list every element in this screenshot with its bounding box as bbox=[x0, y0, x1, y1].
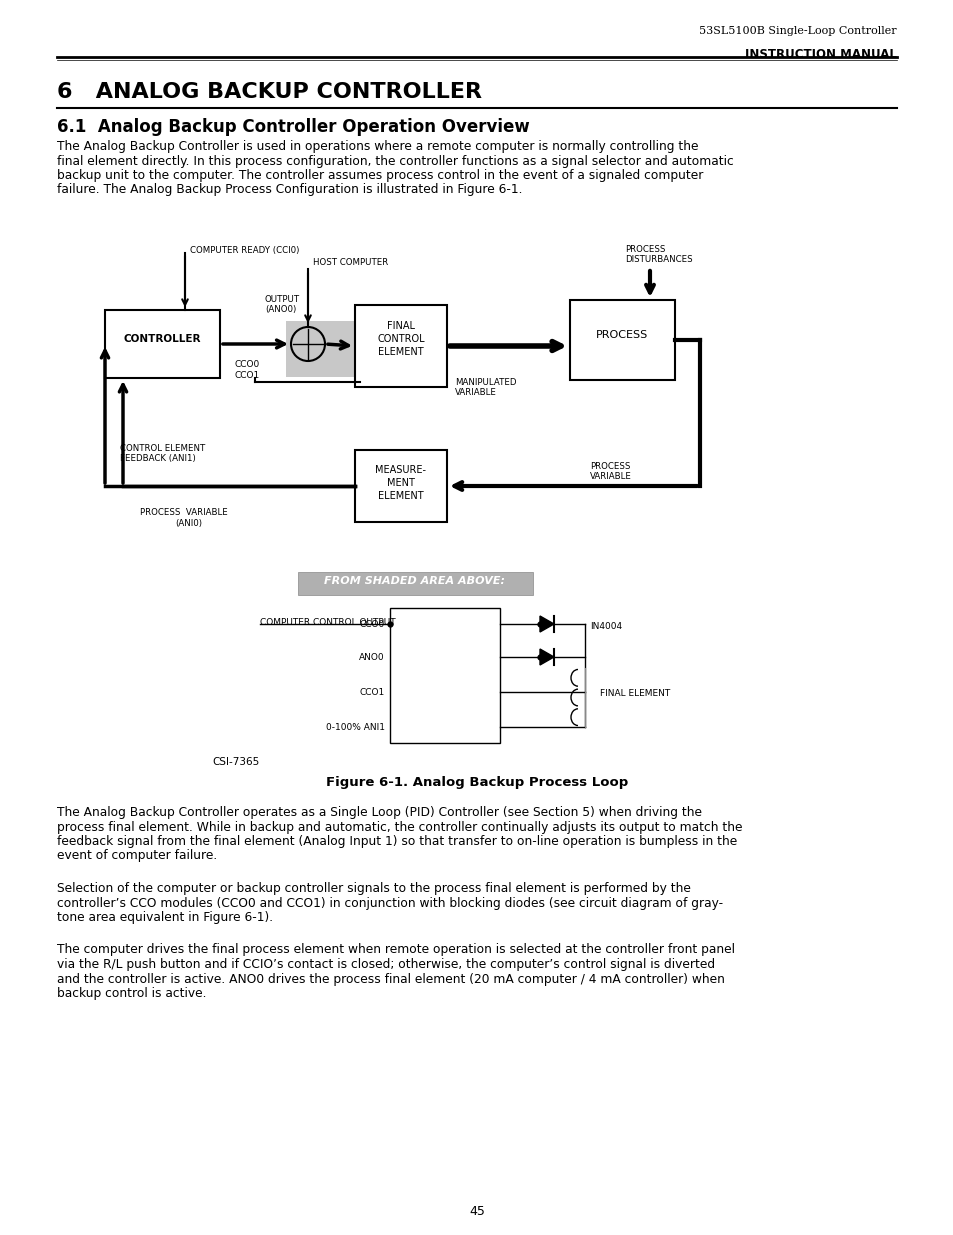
Text: MANIPULATED: MANIPULATED bbox=[455, 378, 516, 387]
Text: 0-100% ANI1: 0-100% ANI1 bbox=[326, 722, 385, 732]
Text: OUTPUT: OUTPUT bbox=[265, 295, 300, 304]
Polygon shape bbox=[539, 650, 554, 664]
Text: 6   ANALOG BACKUP CONTROLLER: 6 ANALOG BACKUP CONTROLLER bbox=[57, 82, 481, 103]
Bar bbox=[105, 310, 220, 378]
Text: CCO0: CCO0 bbox=[234, 359, 260, 369]
Text: and the controller is active. ANO0 drives the process final element (20 mA compu: and the controller is active. ANO0 drive… bbox=[57, 972, 724, 986]
Text: event of computer failure.: event of computer failure. bbox=[57, 850, 217, 862]
Text: DISTURBANCES: DISTURBANCES bbox=[624, 254, 692, 264]
Text: CCO0: CCO0 bbox=[359, 620, 385, 629]
Text: CONTROL ELEMENT: CONTROL ELEMENT bbox=[120, 445, 205, 453]
Text: IN4004: IN4004 bbox=[589, 622, 621, 631]
Text: Figure 6-1. Analog Backup Process Loop: Figure 6-1. Analog Backup Process Loop bbox=[326, 776, 627, 789]
Text: INSTRUCTION MANUAL: INSTRUCTION MANUAL bbox=[744, 48, 896, 61]
Bar bbox=[390, 608, 499, 743]
Text: PROCESS  VARIABLE: PROCESS VARIABLE bbox=[140, 508, 228, 517]
Text: COMPUTER READY (CCI0): COMPUTER READY (CCI0) bbox=[190, 246, 299, 254]
Text: process final element. While in backup and automatic, the controller continually: process final element. While in backup a… bbox=[57, 820, 741, 834]
Text: FROM SHADED AREA ABOVE:: FROM SHADED AREA ABOVE: bbox=[324, 576, 505, 585]
Text: ANO0: ANO0 bbox=[359, 653, 385, 662]
Text: CCO1: CCO1 bbox=[359, 688, 385, 697]
Text: (ANI0): (ANI0) bbox=[174, 519, 202, 529]
Polygon shape bbox=[539, 616, 554, 632]
Text: The Analog Backup Controller is used in operations where a remote computer is no: The Analog Backup Controller is used in … bbox=[57, 140, 698, 153]
Bar bbox=[355, 305, 447, 387]
Text: PROCESS: PROCESS bbox=[589, 462, 630, 471]
Text: CSI-7365: CSI-7365 bbox=[212, 757, 259, 767]
Text: CCO1: CCO1 bbox=[234, 370, 260, 380]
Text: FINAL ELEMENT: FINAL ELEMENT bbox=[599, 689, 670, 698]
Text: The Analog Backup Controller operates as a Single Loop (PID) Controller (see Sec: The Analog Backup Controller operates as… bbox=[57, 806, 701, 819]
Text: 53SL5100B Single-Loop Controller: 53SL5100B Single-Loop Controller bbox=[699, 26, 896, 36]
Text: FEEDBACK (ANI1): FEEDBACK (ANI1) bbox=[120, 454, 195, 463]
Text: FINAL
CONTROL
ELEMENT: FINAL CONTROL ELEMENT bbox=[376, 321, 424, 357]
Text: PROCESS: PROCESS bbox=[624, 245, 664, 254]
Text: The computer drives the final process element when remote operation is selected : The computer drives the final process el… bbox=[57, 944, 734, 956]
Text: Selection of the computer or backup controller signals to the process final elem: Selection of the computer or backup cont… bbox=[57, 882, 690, 895]
Bar bbox=[286, 321, 354, 377]
Text: feedback signal from the final element (Analog Input 1) so that transfer to on-l: feedback signal from the final element (… bbox=[57, 835, 737, 848]
Bar bbox=[297, 572, 533, 595]
Text: final element directly. In this process configuration, the controller functions : final element directly. In this process … bbox=[57, 154, 733, 168]
Text: failure. The Analog Backup Process Configuration is illustrated in Figure 6-1.: failure. The Analog Backup Process Confi… bbox=[57, 184, 522, 196]
Text: HOST COMPUTER: HOST COMPUTER bbox=[313, 258, 388, 267]
Bar bbox=[355, 450, 447, 522]
Text: 6.1  Analog Backup Controller Operation Overview: 6.1 Analog Backup Controller Operation O… bbox=[57, 119, 529, 136]
Text: VARIABLE: VARIABLE bbox=[455, 388, 497, 396]
Text: 45: 45 bbox=[469, 1205, 484, 1218]
Text: backup control is active.: backup control is active. bbox=[57, 987, 206, 1000]
Text: VARIABLE: VARIABLE bbox=[589, 472, 631, 480]
Text: COMPUTER CONTROL OUTPUT: COMPUTER CONTROL OUTPUT bbox=[260, 618, 395, 627]
Text: CONTROLLER: CONTROLLER bbox=[123, 333, 200, 345]
Text: controller’s CCO modules (CCO0 and CCO1) in conjunction with blocking diodes (se: controller’s CCO modules (CCO0 and CCO1)… bbox=[57, 897, 722, 909]
Bar bbox=[569, 300, 675, 380]
Text: MEASURE-
MENT
ELEMENT: MEASURE- MENT ELEMENT bbox=[375, 466, 426, 501]
Text: PROCESS: PROCESS bbox=[596, 330, 647, 340]
Text: via the R/L push button and if CCIO’s contact is closed; otherwise, the computer: via the R/L push button and if CCIO’s co… bbox=[57, 958, 715, 971]
Text: tone area equivalent in Figure 6-1).: tone area equivalent in Figure 6-1). bbox=[57, 911, 273, 924]
Text: (ANO0): (ANO0) bbox=[265, 305, 296, 314]
Text: backup unit to the computer. The controller assumes process control in the event: backup unit to the computer. The control… bbox=[57, 169, 702, 182]
